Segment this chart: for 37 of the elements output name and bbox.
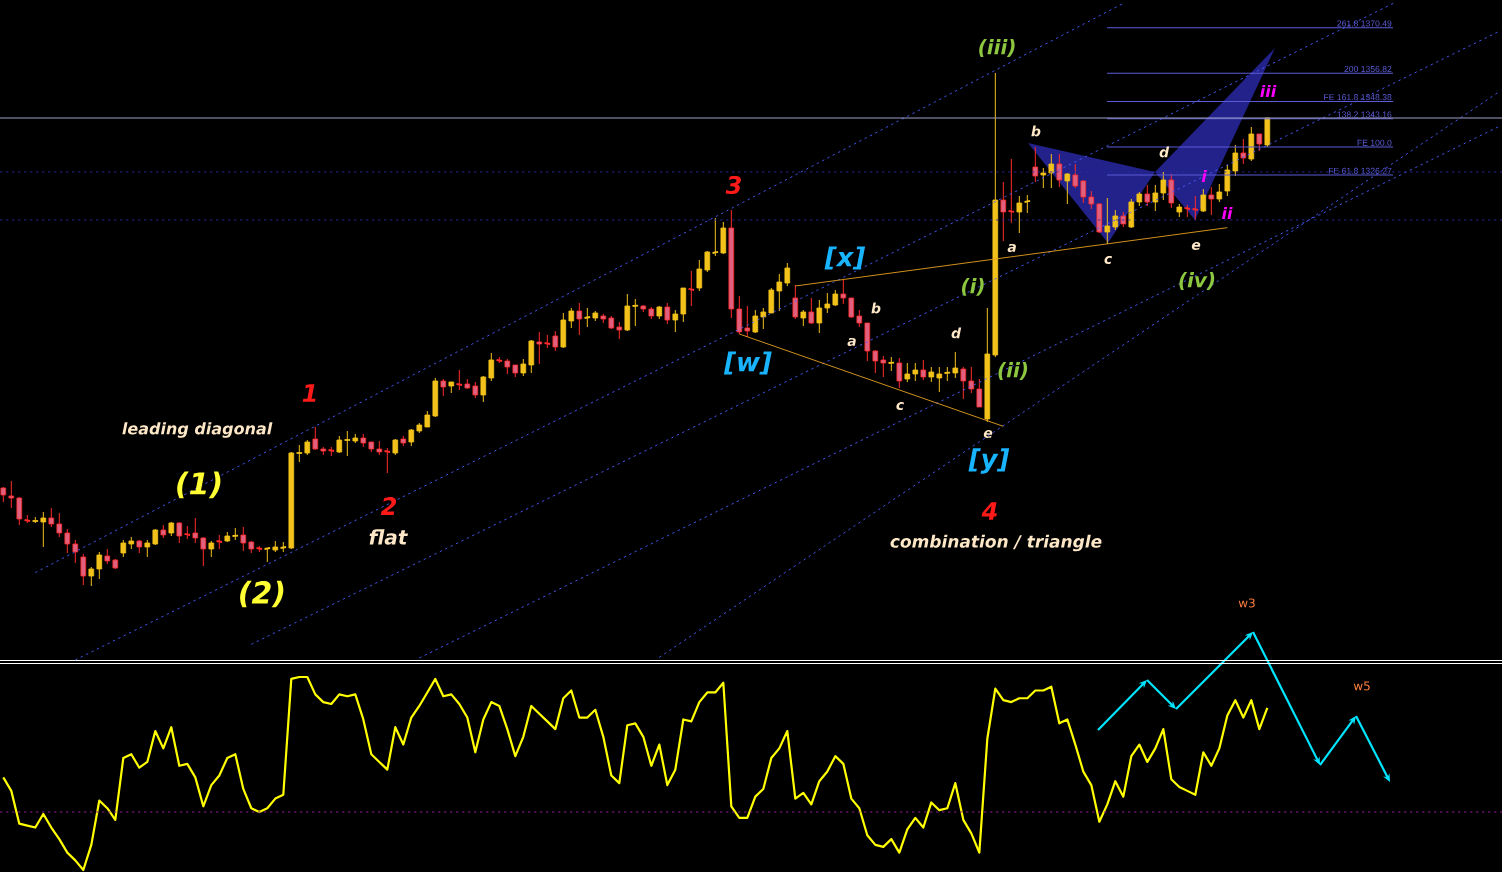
annotation: b [1031,125,1041,137]
annotation: 2 [380,497,397,515]
annotation: i [1201,169,1207,183]
annotation: e [983,429,993,439]
annotation: a [847,337,856,347]
annotation: iii [1260,84,1277,98]
annotation: [y] [968,448,1010,474]
text: w5 [1353,681,1370,691]
annotation: d [1159,146,1170,158]
annotation: w3 [1238,598,1255,608]
annotation: flat [369,529,409,545]
annotation: e [1191,241,1201,250]
annotation: (2) [240,580,284,608]
annotation: (iv) [1179,272,1215,290]
ref-line-label: FE 161.8 1348.38 [1324,94,1392,101]
annotation: c [1104,255,1113,264]
annotation: (i) [961,278,984,296]
annotation: d [951,327,962,339]
ref-line-label: 138.2 1343.16 [1337,111,1392,118]
annotation: leading diagonal [122,422,273,438]
annotation: (ii) [998,362,1028,380]
annotation: (iii) [979,39,1015,57]
annotation: 1 [302,384,316,402]
ref-line-label: 261.8 1370.49 [1337,20,1392,27]
annotation: b [871,302,881,314]
annotation: c [896,402,904,411]
ref-line-label: FE 100.0 [1357,139,1392,146]
annotation: [x] [824,246,866,270]
ref-line-label: FE 61.8 1326.27 [1328,167,1392,174]
annotation: 4 [981,502,997,520]
ref-line-label: 200 1356.82 [1344,65,1392,73]
annotation: a [1007,243,1016,253]
annotation: combination / triangle [890,534,1102,552]
annotation: 3 [725,175,741,195]
annotation: (1) [177,471,221,499]
annotation: ii [1222,206,1233,220]
annotation: [w] [723,351,772,375]
